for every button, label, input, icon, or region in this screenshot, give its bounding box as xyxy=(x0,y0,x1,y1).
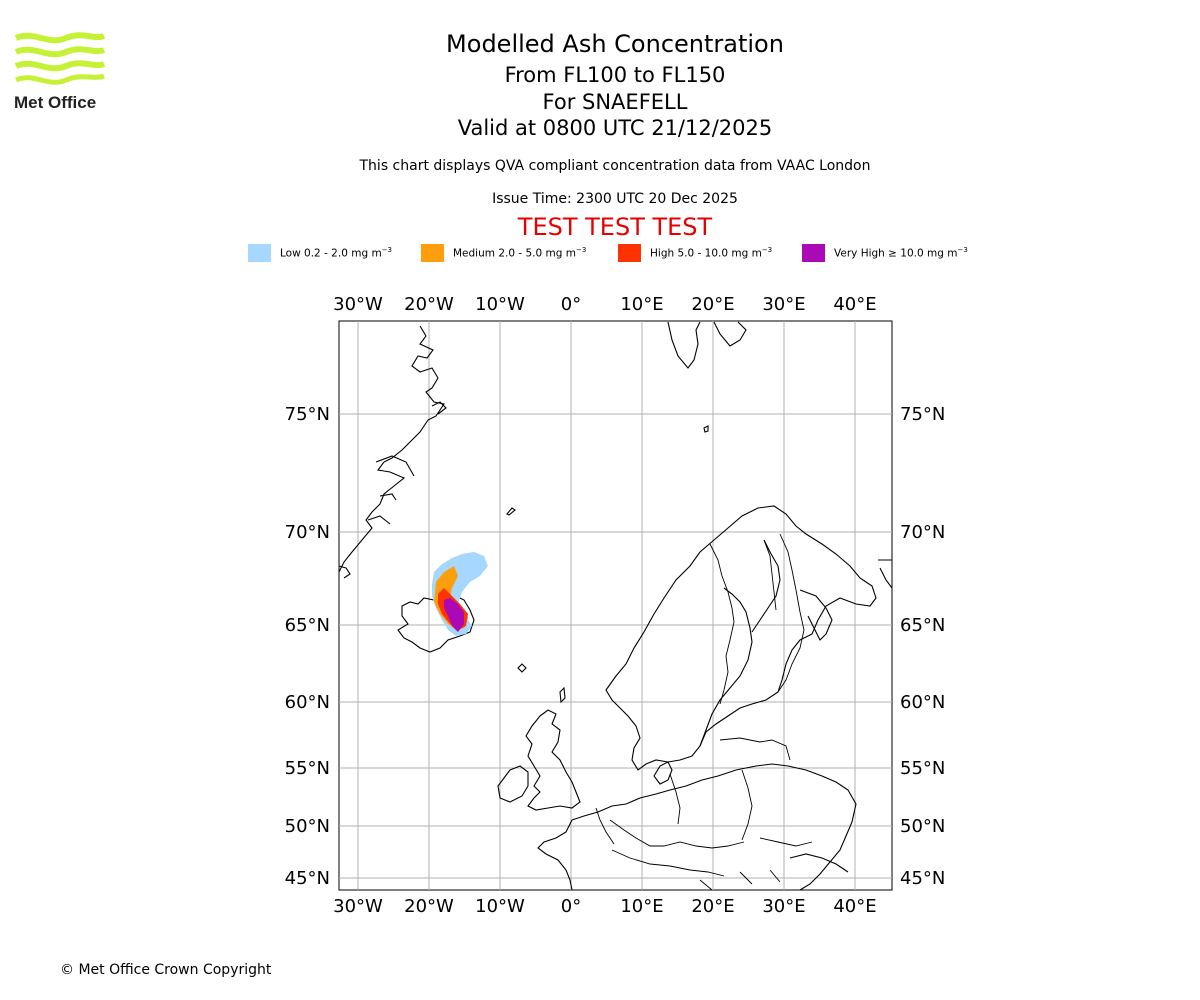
map-frame xyxy=(338,320,893,891)
chart-title: Modelled Ash Concentration xyxy=(446,30,784,58)
shetland xyxy=(559,686,566,704)
lat-ticks-left: 75°N 70°N 65°N 60°N 55°N 50°N 45°N xyxy=(285,404,330,889)
europe-west-coast xyxy=(537,819,573,891)
description-text: This chart displays QVA compliant concen… xyxy=(359,158,871,174)
volcano-name: For SNAEFELL xyxy=(542,90,688,114)
border-alps xyxy=(611,849,725,877)
greenland-fjords xyxy=(367,401,447,525)
border-france-benelux xyxy=(595,807,615,845)
legend-label-medium: Medium 2.0 - 5.0 mg m−3 xyxy=(453,246,587,260)
legend-swatch-high xyxy=(618,244,641,262)
svalbard-coast xyxy=(667,321,701,369)
lon-tick: 10°W xyxy=(475,896,525,917)
issue-time: Issue Time: 2300 UTC 20 Dec 2025 xyxy=(492,191,738,207)
faroe-islands xyxy=(517,663,527,673)
lon-tick: 20°W xyxy=(404,294,454,315)
lat-tick: 60°N xyxy=(285,692,330,713)
sweden-baltic-coast xyxy=(699,587,753,747)
lon-ticks-top: 30°W 20°W 10°W 0° 10°E 20°E 30°E 40°E xyxy=(333,294,876,315)
lon-tick: 30°W xyxy=(333,294,383,315)
border-poland-east xyxy=(741,769,753,841)
test-banner: TEST TEST TEST xyxy=(517,213,713,241)
lon-tick: 20°E xyxy=(691,896,734,917)
lon-tick: 20°E xyxy=(691,294,734,315)
country-borders xyxy=(595,533,813,891)
valid-time: Valid at 0800 UTC 21/12/2025 xyxy=(457,116,773,140)
lon-tick: 30°E xyxy=(762,294,805,315)
lat-tick: 50°N xyxy=(285,816,330,837)
met-office-waves-icon: Met Office xyxy=(14,32,106,112)
lon-tick: 0° xyxy=(561,294,581,315)
lon-tick: 30°E xyxy=(762,896,805,917)
legend-label-high: High 5.0 - 10.0 mg m−3 xyxy=(650,246,773,260)
copyright-text: © Met Office Crown Copyright xyxy=(60,962,272,978)
flight-levels: From FL100 to FL150 xyxy=(504,63,726,87)
border-poland-germany xyxy=(669,773,681,825)
lon-tick: 30°W xyxy=(333,896,383,917)
russia-arctic-coast xyxy=(878,559,893,589)
lon-tick: 40°E xyxy=(833,294,876,315)
border-ukraine xyxy=(759,837,813,847)
lat-tick: 65°N xyxy=(900,615,945,636)
lat-tick: 75°N xyxy=(285,404,330,425)
ash-plume xyxy=(432,552,488,636)
lon-ticks-bottom: 30°W 20°W 10°W 0° 10°E 20°E 30°E 40°E xyxy=(333,896,876,917)
border-balkans xyxy=(699,869,781,891)
legend-swatch-medium xyxy=(421,244,444,262)
svalbard-east xyxy=(713,321,747,347)
denmark-coast xyxy=(653,761,673,785)
border-finland-russia xyxy=(777,533,805,693)
lon-tick: 10°E xyxy=(620,896,663,917)
lat-tick: 75°N xyxy=(900,404,945,425)
legend-swatch-very-high xyxy=(802,244,825,262)
lat-ticks-right: 75°N 70°N 65°N 60°N 55°N 50°N 45°N xyxy=(900,404,945,889)
lat-tick: 45°N xyxy=(900,868,945,889)
lon-tick: 40°E xyxy=(833,896,876,917)
border-norway-sweden xyxy=(709,543,735,705)
lon-tick: 10°W xyxy=(475,294,525,315)
greenland-coast xyxy=(338,325,445,573)
legend-swatch-low xyxy=(248,244,271,262)
lat-tick: 55°N xyxy=(900,758,945,779)
lat-tick: 55°N xyxy=(285,758,330,779)
border-sweden-finland xyxy=(763,539,777,611)
black-sea-coast xyxy=(789,853,849,873)
border-central-europe xyxy=(609,819,745,849)
lon-tick: 20°W xyxy=(404,896,454,917)
lat-tick: 45°N xyxy=(285,868,330,889)
lat-tick: 60°N xyxy=(900,692,945,713)
lon-tick: 0° xyxy=(561,896,581,917)
lat-tick: 70°N xyxy=(285,522,330,543)
lon-tick: 10°E xyxy=(620,294,663,315)
greenland-southeast xyxy=(338,565,351,579)
legend-label-very-high: Very High ≥ 10.0 mg m−3 xyxy=(834,246,968,260)
lat-tick: 70°N xyxy=(900,522,945,543)
europe-north-coast xyxy=(571,763,857,891)
lat-tick: 50°N xyxy=(900,816,945,837)
bear-island xyxy=(703,425,709,433)
finland-coast xyxy=(751,539,781,633)
graticule xyxy=(339,321,892,890)
met-office-logo: Met Office xyxy=(14,30,108,112)
logo-text: Met Office xyxy=(14,93,96,112)
iceland-coast xyxy=(397,591,475,653)
lat-tick: 65°N xyxy=(285,615,330,636)
scandinavia-coast xyxy=(605,505,877,771)
coastlines xyxy=(338,321,893,891)
border-baltics xyxy=(719,737,791,761)
great-britain-coast xyxy=(525,709,581,811)
kola-coast xyxy=(799,589,833,641)
ash-very-high xyxy=(444,598,464,632)
jan-mayen xyxy=(506,507,516,516)
legend-label-low: Low 0.2 - 2.0 mg m−3 xyxy=(280,246,393,260)
ireland-coast xyxy=(497,765,529,803)
